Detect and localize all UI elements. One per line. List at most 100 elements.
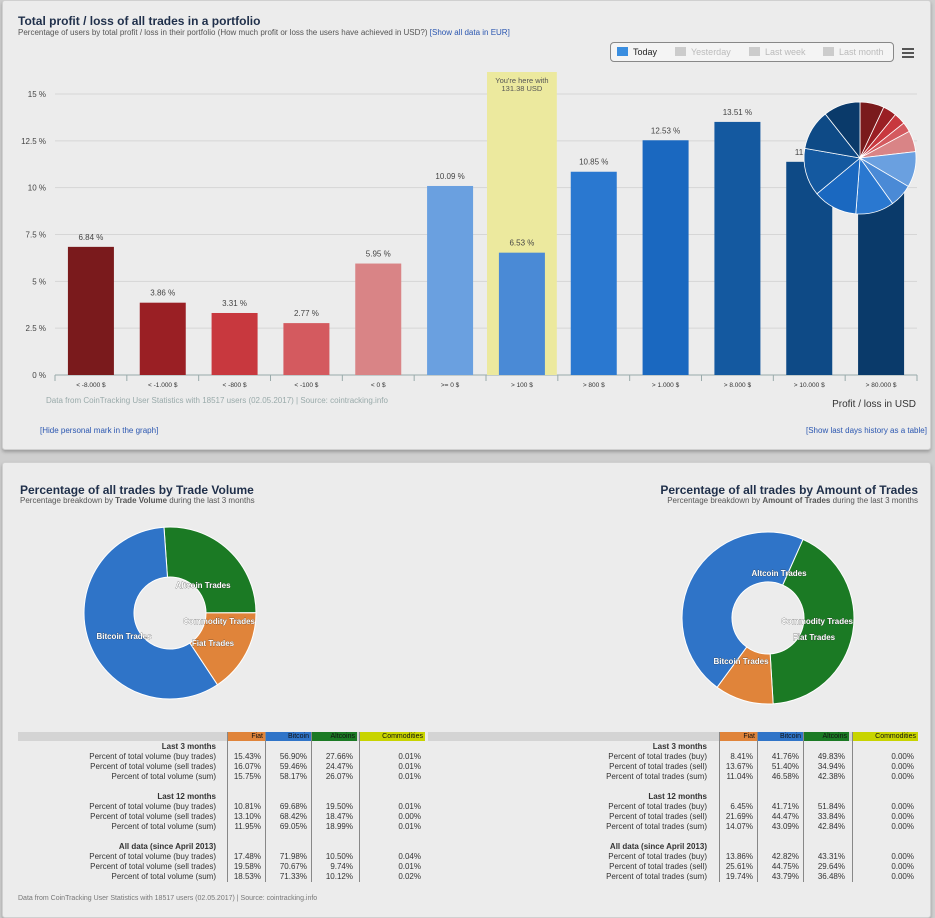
legend-today[interactable]: Today [617, 47, 657, 57]
table-cell: 69.68% [279, 802, 307, 811]
table-cell: 0.01% [398, 772, 421, 781]
x-tick-label: > 100 $ [511, 382, 533, 389]
y-tick-label: 12.5 % [21, 137, 46, 146]
table-cell: 6.45% [730, 802, 753, 811]
table-cell: 19.74% [725, 872, 753, 881]
table-row-label: Percent of total volume (buy trades) [89, 752, 216, 761]
table-row-label: Percent of total volume (sum) [111, 772, 216, 781]
table-cell: 33.84% [817, 812, 845, 821]
table-cell: 44.47% [771, 812, 799, 821]
y-tick-label: 2.5 % [26, 324, 46, 333]
legend-last-week[interactable]: Last week [749, 47, 806, 57]
table-cell: 0.00% [891, 762, 914, 771]
table-cell: 68.42% [279, 812, 307, 821]
y-tick-label: 7.5 % [26, 231, 46, 240]
table-cell: 27.66% [325, 752, 353, 761]
bar-value-label: 6.84 % [78, 233, 103, 242]
table-cell: 9.74% [330, 862, 353, 871]
show-history-link[interactable]: [Show last days history as a table] [806, 426, 927, 435]
table-cell: 43.31% [817, 852, 845, 861]
amount-donut-label-3: Bitcoin Trades [713, 657, 769, 666]
table-cell: 13.86% [725, 852, 753, 861]
bar-2 [211, 312, 258, 375]
table-cell: 19.58% [233, 862, 261, 871]
table-header-commodities: Commodities [359, 732, 425, 741]
table-cell: 0.01% [398, 762, 421, 771]
table-cell: 0.01% [398, 822, 421, 831]
table-cell: 0.00% [891, 872, 914, 881]
table-column-divider [719, 732, 720, 882]
table-header-fiat: Fiat [719, 732, 757, 741]
bar-value-label: 2.77 % [294, 309, 319, 318]
table-row-label: Percent of total volume (sell trades) [90, 762, 216, 771]
table-cell: 14.07% [725, 822, 753, 831]
profit-chart-subtitle-text: Percentage of users by total profit / lo… [18, 28, 428, 37]
table-cell: 0.00% [891, 862, 914, 871]
table-cell: 41.76% [771, 752, 799, 761]
x-tick-label: < 0 $ [371, 382, 386, 389]
table-cell: 42.38% [817, 772, 845, 781]
x-tick-label: >= 0 $ [441, 382, 460, 389]
legend-today-swatch [617, 47, 628, 56]
table-column-divider [359, 732, 360, 882]
footer-source: Data from CoinTracking User Statistics w… [18, 895, 318, 902]
amount-donut-slice-0 [769, 538, 855, 705]
table-cell: 44.75% [771, 862, 799, 871]
table-cell: 0.00% [891, 772, 914, 781]
table-row-label: Percent of total trades (buy) [608, 802, 707, 811]
bar-3 [283, 323, 330, 375]
bar-1 [139, 302, 186, 375]
x-tick-label: < -800 $ [223, 382, 247, 389]
bar-value-label: 3.86 % [150, 289, 175, 298]
table-cell: 11.95% [234, 822, 261, 831]
table-cell: 0.01% [398, 802, 421, 811]
hamburger-menu-icon[interactable] [902, 48, 914, 58]
table-row-label: Percent of total volume (sum) [111, 872, 216, 881]
table-cell: 10.12% [325, 872, 353, 881]
volume-donut-label-1: Commodity Trades [183, 617, 256, 626]
table-cell: 51.84% [817, 802, 845, 811]
y-tick-label: 0 % [32, 371, 46, 380]
overlay-pie-slice-11 [824, 101, 861, 160]
table-cell: 70.67% [279, 862, 307, 871]
legend-yesterday[interactable]: Yesterday [675, 47, 731, 57]
table-cell: 0.00% [891, 802, 914, 811]
amount-subtitle-bold: Amount of Trades [762, 496, 831, 505]
table-row-label: Percent of total trades (sell) [609, 812, 707, 821]
legend-yesterday-swatch [675, 47, 686, 56]
table-cell: 0.04% [398, 852, 421, 861]
table-cell: 0.02% [398, 872, 421, 881]
hide-personal-mark-link[interactable]: [Hide personal mark in the graph] [40, 426, 159, 435]
bar-8 [642, 140, 689, 375]
table-cell: 24.47% [325, 762, 353, 771]
table-cell: 49.83% [817, 752, 845, 761]
bar-value-label: 10.85 % [579, 158, 608, 167]
bar-value-label: 3.31 % [222, 299, 247, 308]
y-tick-label: 10 % [28, 184, 46, 193]
table-cell: 58.17% [279, 772, 307, 781]
table-cell: 0.00% [891, 752, 914, 761]
table-row-label: Percent of total volume (buy trades) [89, 852, 216, 861]
table-column-divider [311, 732, 312, 882]
legend-today-label: Today [633, 47, 658, 57]
show-eur-link[interactable]: [Show all data in EUR] [429, 28, 510, 37]
table-header-bar [428, 732, 918, 741]
table-cell: 0.00% [398, 812, 421, 821]
table-column-divider [757, 732, 758, 882]
legend-last-month[interactable]: Last month [823, 47, 884, 57]
bar-6 [498, 252, 545, 375]
table-cell: 0.00% [891, 812, 914, 821]
table-cell: 18.53% [233, 872, 261, 881]
table-column-divider [803, 732, 804, 882]
table-row-label: Percent of total trades (sum) [606, 822, 707, 831]
bar-value-label: 5.95 % [366, 250, 391, 259]
table-cell: 18.47% [325, 812, 353, 821]
table-cell: 21.69% [725, 812, 753, 821]
amount-donut-slice-3 [681, 531, 804, 688]
volume-donut-label-3: Bitcoin Trades [96, 632, 152, 641]
chart-source-note: Data from CoinTracking User Statistics w… [46, 396, 388, 405]
table-section-heading: All data (since April 2013) [118, 842, 216, 851]
volume-subtitle-bold: Trade Volume [115, 496, 168, 505]
table-section-heading: All data (since April 2013) [609, 842, 707, 851]
table-cell: 15.43% [233, 752, 261, 761]
